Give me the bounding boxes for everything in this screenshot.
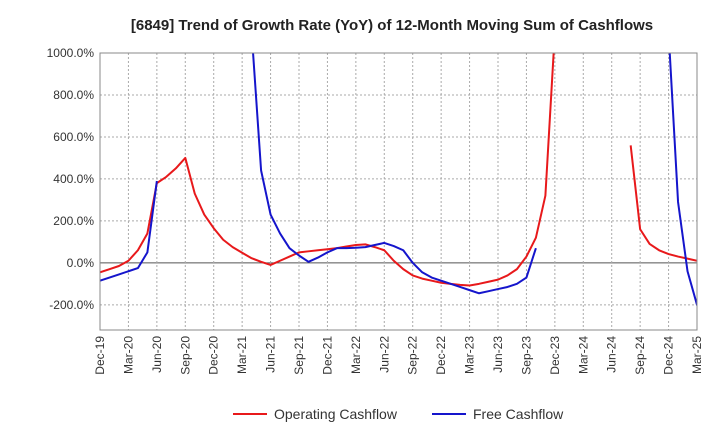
y-tick-label: 600.0%: [53, 130, 94, 144]
y-tick-label: 200.0%: [53, 214, 94, 228]
x-tick-label: Dec-21: [320, 336, 334, 375]
y-tick-label: 800.0%: [53, 88, 94, 102]
legend: Operating Cashflow Free Cashflow: [233, 406, 564, 422]
x-tick-label: Jun-24: [605, 336, 619, 373]
operating-cashflow-legend-label: Operating Cashflow: [274, 406, 398, 422]
x-tick-label: Dec-22: [434, 336, 448, 375]
x-tick-label: Dec-23: [548, 336, 562, 375]
y-axis: 1000.0% 800.0% 600.0% 400.0% 200.0% 0.0% -200.…: [47, 46, 95, 312]
x-tick-label: Jun-22: [377, 336, 391, 373]
x-tick-label: Jun-20: [150, 336, 164, 373]
x-tick-label: Sep-21: [292, 336, 306, 375]
x-tick-label: Mar-24: [576, 336, 590, 374]
x-tick-label: Mar-20: [121, 336, 135, 374]
x-tick-label: Sep-22: [406, 336, 420, 375]
series-layer: [100, 53, 697, 307]
y-tick-label: -200.0%: [49, 298, 94, 312]
free-cashflow-line: [252, 53, 537, 295]
operating-cashflow-line: [629, 145, 697, 262]
x-tick-label: Mar-25: [690, 336, 704, 374]
chart-title: [6849] Trend of Growth Rate (YoY) of 12-…: [131, 17, 653, 34]
x-tick-label: Dec-20: [207, 336, 221, 375]
grid-layer: [100, 52, 697, 330]
y-tick-label: 0.0%: [67, 256, 95, 270]
free-cashflow-line: [100, 180, 158, 282]
y-tick-label: 1000.0%: [47, 46, 95, 60]
operating-cashflow-line: [100, 53, 555, 287]
x-tick-label: Dec-19: [93, 336, 107, 375]
x-tick-label: Jun-21: [264, 336, 278, 373]
x-tick-label: Mar-23: [463, 336, 477, 374]
x-tick-label: Jun-23: [491, 336, 505, 373]
x-tick-label: Sep-24: [633, 336, 647, 375]
x-tick-label: Mar-22: [349, 336, 363, 374]
x-tick-label: Mar-21: [235, 336, 249, 374]
x-tick-label: Sep-20: [178, 336, 192, 375]
x-axis: Dec-19 Mar-20 Jun-20 Sep-20 Dec-20 Mar-21 Jun-…: [93, 336, 704, 375]
free-cashflow-legend-label: Free Cashflow: [473, 406, 564, 422]
y-tick-label: 400.0%: [53, 172, 94, 186]
free-cashflow-line: [668, 53, 697, 307]
x-tick-label: Sep-23: [519, 336, 533, 375]
x-tick-label: Dec-24: [662, 336, 676, 375]
plot-frame: [99, 52, 698, 331]
